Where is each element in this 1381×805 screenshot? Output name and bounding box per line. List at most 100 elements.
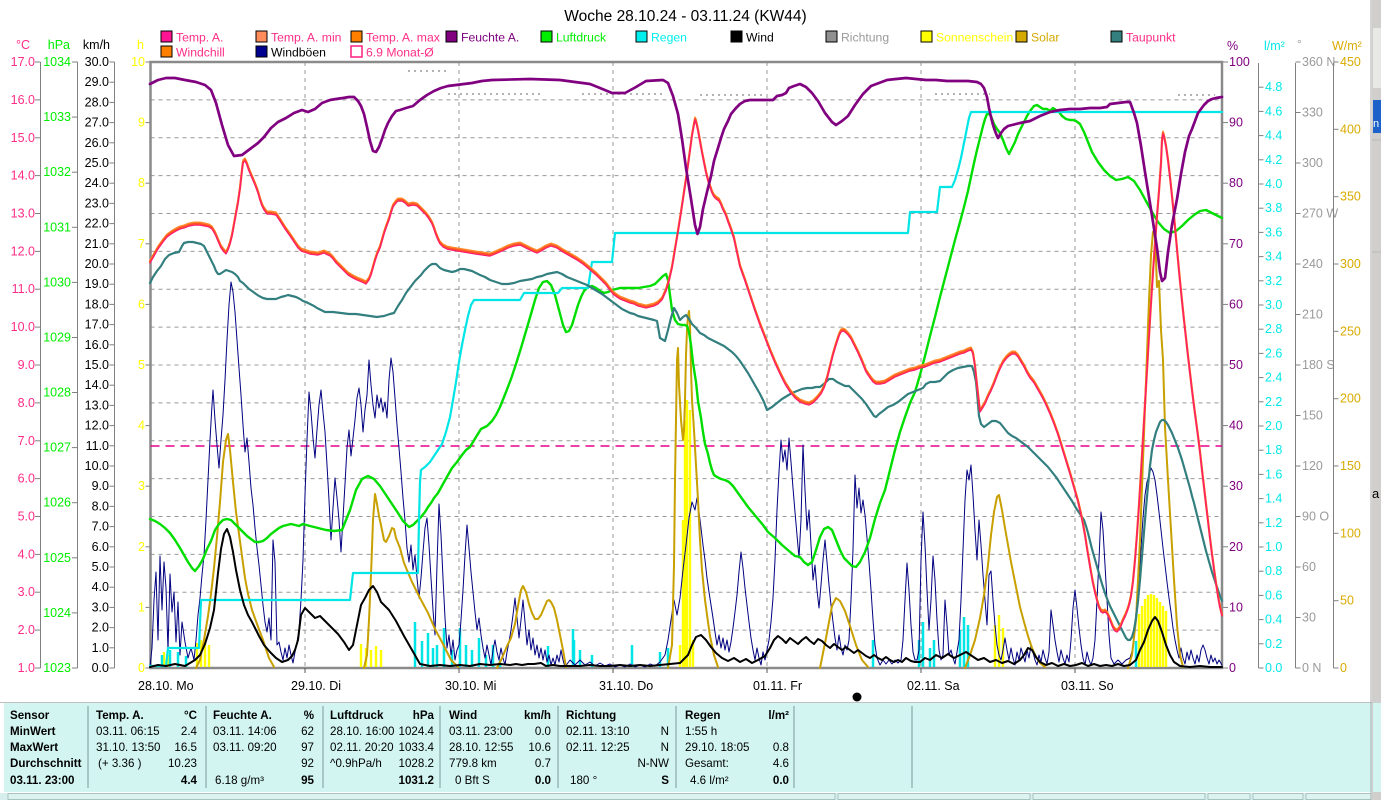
svg-text:3.0: 3.0: [92, 600, 109, 614]
svg-text:30.10. Mi: 30.10. Mi: [445, 679, 496, 693]
svg-text:4.6: 4.6: [1265, 104, 1282, 118]
svg-text:60: 60: [1302, 560, 1316, 574]
svg-text:28.10. Mo: 28.10. Mo: [138, 679, 194, 693]
svg-text:^0.9hPa/h: ^0.9hPa/h: [330, 757, 382, 770]
svg-text:0.8: 0.8: [773, 741, 789, 754]
svg-text:°: °: [1297, 37, 1302, 51]
svg-text:3.8: 3.8: [1265, 201, 1282, 215]
svg-text:2.0: 2.0: [18, 623, 35, 637]
svg-text:150: 150: [1302, 409, 1323, 423]
svg-text:10.23: 10.23: [168, 757, 197, 770]
svg-text:10.0: 10.0: [85, 459, 109, 473]
svg-text:11.0: 11.0: [12, 282, 35, 296]
svg-text:20.0: 20.0: [85, 257, 109, 271]
svg-text:4.0: 4.0: [1265, 177, 1282, 191]
svg-text:2.6: 2.6: [1265, 346, 1282, 360]
svg-text:4.4: 4.4: [1265, 129, 1282, 143]
svg-text:Richtung: Richtung: [841, 31, 889, 45]
svg-text:7.0: 7.0: [18, 434, 35, 448]
svg-text:0.0: 0.0: [773, 774, 789, 787]
svg-text:31.10. 13:50: 31.10. 13:50: [96, 741, 160, 754]
svg-text:6.9 Monat-Ø: 6.9 Monat-Ø: [366, 46, 434, 60]
svg-text:%: %: [1227, 39, 1238, 53]
svg-text:N-NW: N-NW: [637, 757, 669, 770]
svg-text:1028: 1028: [43, 386, 71, 400]
svg-text:300: 300: [1302, 156, 1323, 170]
svg-text:02.11. 20:20: 02.11. 20:20: [330, 741, 394, 754]
svg-text:5: 5: [138, 358, 145, 372]
svg-text:62: 62: [301, 725, 314, 738]
svg-text:3.4: 3.4: [1265, 250, 1282, 264]
svg-text:9: 9: [138, 116, 145, 130]
svg-text:1024: 1024: [43, 606, 71, 620]
svg-text:l/m²: l/m²: [768, 709, 789, 722]
svg-text:90: 90: [1229, 116, 1243, 130]
svg-text:hPa: hPa: [48, 38, 70, 52]
svg-text:Feuchte A.: Feuchte A.: [213, 709, 272, 722]
svg-text:0: 0: [138, 661, 145, 675]
svg-text:250: 250: [1340, 324, 1361, 338]
svg-text:240: 240: [1302, 257, 1323, 271]
svg-text:1031.2: 1031.2: [399, 774, 434, 787]
svg-text:km/h: km/h: [83, 38, 110, 52]
svg-text:14.0: 14.0: [85, 378, 109, 392]
svg-text:779.8 km: 779.8 km: [449, 757, 497, 770]
svg-text:80: 80: [1229, 176, 1243, 190]
svg-text:50: 50: [1229, 358, 1243, 372]
svg-text:4: 4: [138, 419, 145, 433]
svg-text:270 W: 270 W: [1302, 207, 1338, 221]
svg-text:Temp. A. max: Temp. A. max: [366, 31, 440, 45]
svg-text:(+ 3.36 ): (+ 3.36 ): [98, 757, 142, 770]
svg-text:1: 1: [138, 600, 145, 614]
svg-text:9.0: 9.0: [18, 358, 35, 372]
svg-text:2.4: 2.4: [1265, 371, 1282, 385]
svg-text:Sonnenschein: Sonnenschein: [936, 31, 1013, 45]
svg-text:28.10. 12:55: 28.10. 12:55: [449, 741, 513, 754]
svg-text:3.0: 3.0: [18, 585, 35, 599]
svg-text:16.0: 16.0: [85, 338, 109, 352]
svg-text:90 O: 90 O: [1302, 510, 1329, 524]
svg-text:N: N: [661, 741, 669, 754]
svg-text:2.2: 2.2: [1265, 395, 1282, 409]
svg-text:Temp. A. min: Temp. A. min: [271, 31, 341, 45]
svg-text:24.0: 24.0: [85, 176, 109, 190]
svg-text:2.4: 2.4: [181, 725, 198, 738]
svg-text:Regen: Regen: [685, 709, 720, 722]
svg-text:0.6: 0.6: [1265, 588, 1282, 602]
svg-text:450: 450: [1340, 55, 1361, 69]
svg-text:1034: 1034: [43, 55, 71, 69]
svg-text:3.0: 3.0: [1265, 298, 1282, 312]
svg-text:5.0: 5.0: [92, 560, 109, 574]
svg-text:Sensor: Sensor: [10, 709, 50, 722]
svg-text:°C: °C: [184, 709, 198, 722]
svg-text:17.0: 17.0: [11, 55, 35, 69]
svg-text:1029: 1029: [43, 331, 71, 345]
svg-text:200: 200: [1340, 392, 1361, 406]
svg-text:70: 70: [1229, 237, 1243, 251]
svg-text:30: 30: [1302, 611, 1316, 625]
svg-text:1033.4: 1033.4: [399, 741, 435, 754]
svg-text:4.2: 4.2: [1265, 153, 1282, 167]
svg-text:31.10. Do: 31.10. Do: [599, 679, 653, 693]
svg-text:Durchschnitt: Durchschnitt: [10, 757, 82, 770]
svg-text:14.0: 14.0: [11, 169, 35, 183]
svg-text:Wind: Wind: [746, 31, 774, 45]
svg-text:1.4: 1.4: [1265, 492, 1282, 506]
svg-text:29.10. 18:05: 29.10. 18:05: [685, 741, 749, 754]
svg-text:1032: 1032: [43, 165, 71, 179]
svg-text:4.6: 4.6: [773, 757, 789, 770]
svg-text:28.0: 28.0: [85, 95, 109, 109]
svg-text:10.0: 10.0: [11, 320, 35, 334]
svg-text:Windchill: Windchill: [176, 46, 225, 60]
svg-text:2.8: 2.8: [1265, 322, 1282, 336]
svg-text:18.0: 18.0: [85, 297, 109, 311]
svg-text:8.0: 8.0: [18, 396, 35, 410]
svg-text:10: 10: [131, 55, 145, 69]
svg-text:Feuchte A.: Feuchte A.: [461, 31, 519, 45]
svg-text:15.0: 15.0: [11, 131, 35, 145]
svg-text:6: 6: [138, 297, 145, 311]
svg-text:8.0: 8.0: [92, 499, 109, 513]
svg-text:20: 20: [1229, 540, 1243, 554]
svg-text:0.4: 0.4: [1265, 613, 1282, 627]
svg-text:03.11. 09:20: 03.11. 09:20: [213, 741, 277, 754]
